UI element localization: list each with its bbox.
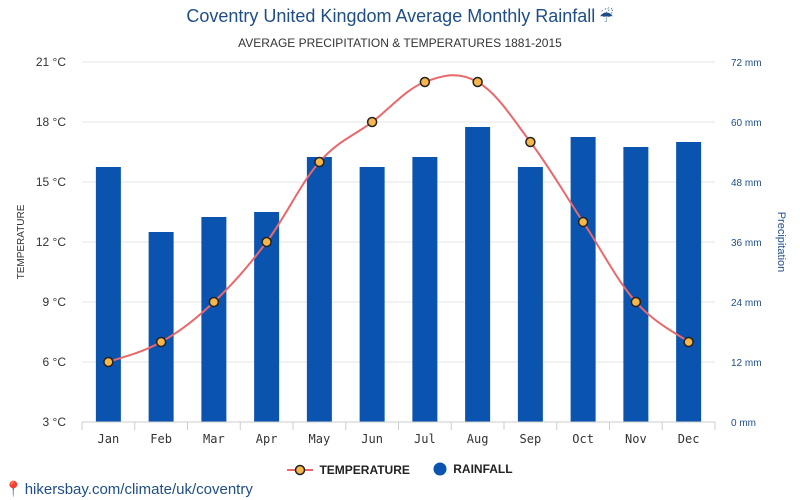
legend-rainfall-marker [433, 462, 447, 476]
rainfall-bar [623, 147, 649, 422]
y-left-tick-label: 12 °C [36, 235, 66, 249]
legend-temperature-label: TEMPERATURE [319, 463, 410, 477]
x-tick-label: Dec [678, 432, 700, 446]
x-tick-label: Jun [361, 432, 383, 446]
y-left-tick-label: 18 °C [36, 115, 66, 129]
legend-rainfall-label: RAINFALL [453, 462, 513, 476]
rainfall-bar [95, 167, 121, 422]
rainfall-bar [570, 137, 596, 422]
umbrella-rain-icon: ☔ [599, 7, 614, 26]
y-right-tick-label: 12 mm [731, 358, 762, 369]
source-link-text: hikersbay.com/climate/uk/coventry [24, 481, 253, 498]
rainfall-bar [306, 157, 332, 422]
temperature-point [366, 116, 378, 128]
x-tick-label: Jan [98, 432, 120, 446]
map-pin-icon: 📍 [4, 481, 23, 498]
y-right-tick-label: 0 mm [731, 418, 756, 429]
x-tick-label: Jul [414, 432, 436, 446]
temperature-point [472, 76, 483, 88]
source-link[interactable]: 📍 hikersbay.com/climate/uk/coventry [4, 480, 253, 498]
legend-item-temperature[interactable]: TEMPERATURE [287, 463, 410, 477]
y-right-tick-label: 36 mm [731, 238, 762, 249]
y-right-tick-label: 24 mm [731, 298, 762, 309]
temperature-point [261, 236, 272, 248]
temperature-point [683, 336, 694, 348]
y-right-tick-label: 72 mm [731, 58, 762, 69]
x-tick-label: May [309, 432, 331, 446]
chart-title-text: Coventry United Kingdom Average Monthly … [186, 6, 596, 26]
y-right-axis-title: Precipitation [775, 212, 787, 273]
y-right-tick-label: 48 mm [731, 178, 762, 189]
chart-title: Coventry United Kingdom Average Monthly … [0, 6, 800, 27]
x-tick-label: Apr [256, 432, 278, 446]
temperature-line [108, 74, 690, 363]
x-tick-label: Mar [203, 432, 225, 446]
temperature-point [525, 136, 536, 148]
temperature-point [577, 216, 589, 228]
rainfall-bar [465, 127, 491, 422]
x-tick-label: Sep [520, 432, 542, 446]
chart-legend: TEMPERATURE RAINFALL [0, 462, 800, 479]
legend-temperature-marker [287, 464, 314, 476]
temperature-point [155, 336, 167, 348]
temperature-point [314, 156, 325, 168]
x-tick-label: Nov [625, 432, 647, 446]
y-left-axis-title: TEMPERATURE [16, 204, 27, 279]
rainfall-bar [676, 142, 702, 422]
x-tick-label: Feb [150, 432, 172, 446]
chart-subtitle: AVERAGE PRECIPITATION & TEMPERATURES 188… [238, 36, 562, 50]
y-left-tick-label: 15 °C [36, 175, 66, 189]
y-left-tick-label: 21 °C [36, 55, 66, 69]
y-left-tick-label: 3 °C [43, 415, 67, 429]
y-left-tick-label: 6 °C [43, 355, 67, 369]
x-tick-label: Oct [572, 432, 594, 446]
x-tick-label: Aug [467, 432, 489, 446]
temperature-point [630, 296, 642, 308]
temperature-point [419, 76, 431, 88]
rainfall-bar [148, 232, 174, 422]
y-right-tick-label: 60 mm [731, 118, 762, 129]
legend-item-rainfall[interactable]: RAINFALL [433, 462, 513, 476]
temperature-point [208, 296, 220, 308]
rainfall-bar [412, 157, 438, 422]
rainfall-bar [517, 167, 543, 422]
y-left-tick-label: 9 °C [43, 295, 67, 309]
rainfall-bar [359, 167, 385, 422]
temperature-point [103, 356, 114, 368]
rainfall-bar [201, 217, 227, 422]
